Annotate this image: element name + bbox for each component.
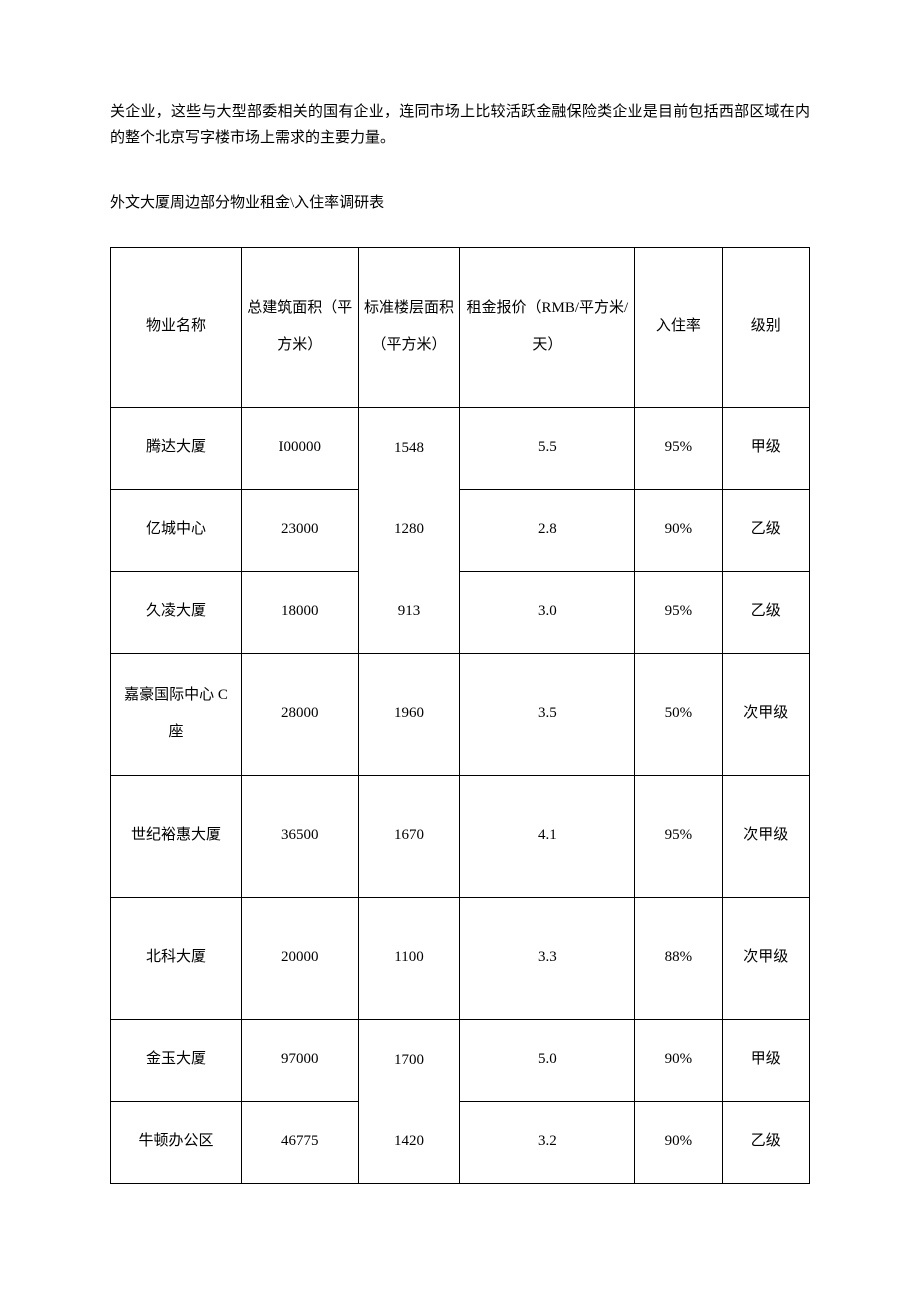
cell-total_area: 18000 (242, 571, 358, 653)
cell-rent: 4.1 (460, 775, 635, 897)
table-row: 嘉豪国际中心 C 座2800019603.550%次甲级 (111, 653, 810, 775)
cell-rent: 2.8 (460, 489, 635, 571)
col-header-total-area: 总建筑面积（平方米） (242, 247, 358, 407)
table-row: 金玉大厦9700017005.090%甲级 (111, 1019, 810, 1101)
cell-name: 牛顿办公区 (111, 1101, 242, 1183)
cell-grade: 乙级 (722, 489, 809, 571)
cell-occupancy: 90% (635, 489, 722, 571)
cell-name: 世纪裕惠大厦 (111, 775, 242, 897)
cell-floor_area: 1670 (358, 775, 460, 897)
col-header-occupancy: 入住率 (635, 247, 722, 407)
cell-grade: 甲级 (722, 407, 809, 489)
cell-occupancy: 90% (635, 1019, 722, 1101)
survey-table: 物业名称 总建筑面积（平方米） 标准楼层面积（平方米） 租金报价（RMB/平方米… (110, 247, 810, 1184)
cell-grade: 次甲级 (722, 653, 809, 775)
cell-occupancy: 95% (635, 775, 722, 897)
cell-grade: 次甲级 (722, 775, 809, 897)
cell-grade: 甲级 (722, 1019, 809, 1101)
cell-occupancy: 50% (635, 653, 722, 775)
table-body: 腾达大厦I0000015485.595%甲级亿城中心2300012802.890… (111, 407, 810, 1183)
col-header-name: 物业名称 (111, 247, 242, 407)
cell-floor_area: 913 (358, 571, 460, 653)
cell-name: 腾达大厦 (111, 407, 242, 489)
cell-total_area: 20000 (242, 897, 358, 1019)
cell-name: 北科大厦 (111, 897, 242, 1019)
cell-grade: 次甲级 (722, 897, 809, 1019)
cell-floor_area: 1100 (358, 897, 460, 1019)
table-row: 久凌大厦180009133.095%乙级 (111, 571, 810, 653)
cell-floor_area: 1960 (358, 653, 460, 775)
cell-total_area: 28000 (242, 653, 358, 775)
cell-occupancy: 90% (635, 1101, 722, 1183)
cell-rent: 5.5 (460, 407, 635, 489)
cell-floor_area: 1280 (358, 489, 460, 571)
cell-rent: 3.5 (460, 653, 635, 775)
cell-occupancy: 88% (635, 897, 722, 1019)
table-title: 外文大厦周边部分物业租金\入住率调研表 (110, 191, 810, 217)
cell-grade: 乙级 (722, 1101, 809, 1183)
cell-total_area: 97000 (242, 1019, 358, 1101)
cell-occupancy: 95% (635, 571, 722, 653)
cell-name: 亿城中心 (111, 489, 242, 571)
intro-paragraph: 关企业，这些与大型部委相关的国有企业，连同市场上比较活跃金融保险类企业是目前包括… (110, 100, 810, 151)
table-row: 世纪裕惠大厦3650016704.195%次甲级 (111, 775, 810, 897)
table-row: 亿城中心2300012802.890%乙级 (111, 489, 810, 571)
cell-name: 嘉豪国际中心 C 座 (111, 653, 242, 775)
cell-floor_area: 1420 (358, 1101, 460, 1183)
cell-rent: 3.0 (460, 571, 635, 653)
cell-grade: 乙级 (722, 571, 809, 653)
col-header-floor-area: 标准楼层面积（平方米） (358, 247, 460, 407)
cell-name: 金玉大厦 (111, 1019, 242, 1101)
cell-total_area: 36500 (242, 775, 358, 897)
cell-floor_area: 1548 (358, 407, 460, 489)
cell-total_area: 23000 (242, 489, 358, 571)
col-header-grade: 级别 (722, 247, 809, 407)
cell-occupancy: 95% (635, 407, 722, 489)
cell-total_area: 46775 (242, 1101, 358, 1183)
col-header-rent: 租金报价（RMB/平方米/天） (460, 247, 635, 407)
table-row: 牛顿办公区4677514203.290%乙级 (111, 1101, 810, 1183)
table-row: 北科大厦2000011003.388%次甲级 (111, 897, 810, 1019)
cell-floor_area: 1700 (358, 1019, 460, 1101)
table-header-row: 物业名称 总建筑面积（平方米） 标准楼层面积（平方米） 租金报价（RMB/平方米… (111, 247, 810, 407)
cell-rent: 5.0 (460, 1019, 635, 1101)
cell-total_area: I00000 (242, 407, 358, 489)
cell-rent: 3.2 (460, 1101, 635, 1183)
cell-rent: 3.3 (460, 897, 635, 1019)
cell-name: 久凌大厦 (111, 571, 242, 653)
table-row: 腾达大厦I0000015485.595%甲级 (111, 407, 810, 489)
